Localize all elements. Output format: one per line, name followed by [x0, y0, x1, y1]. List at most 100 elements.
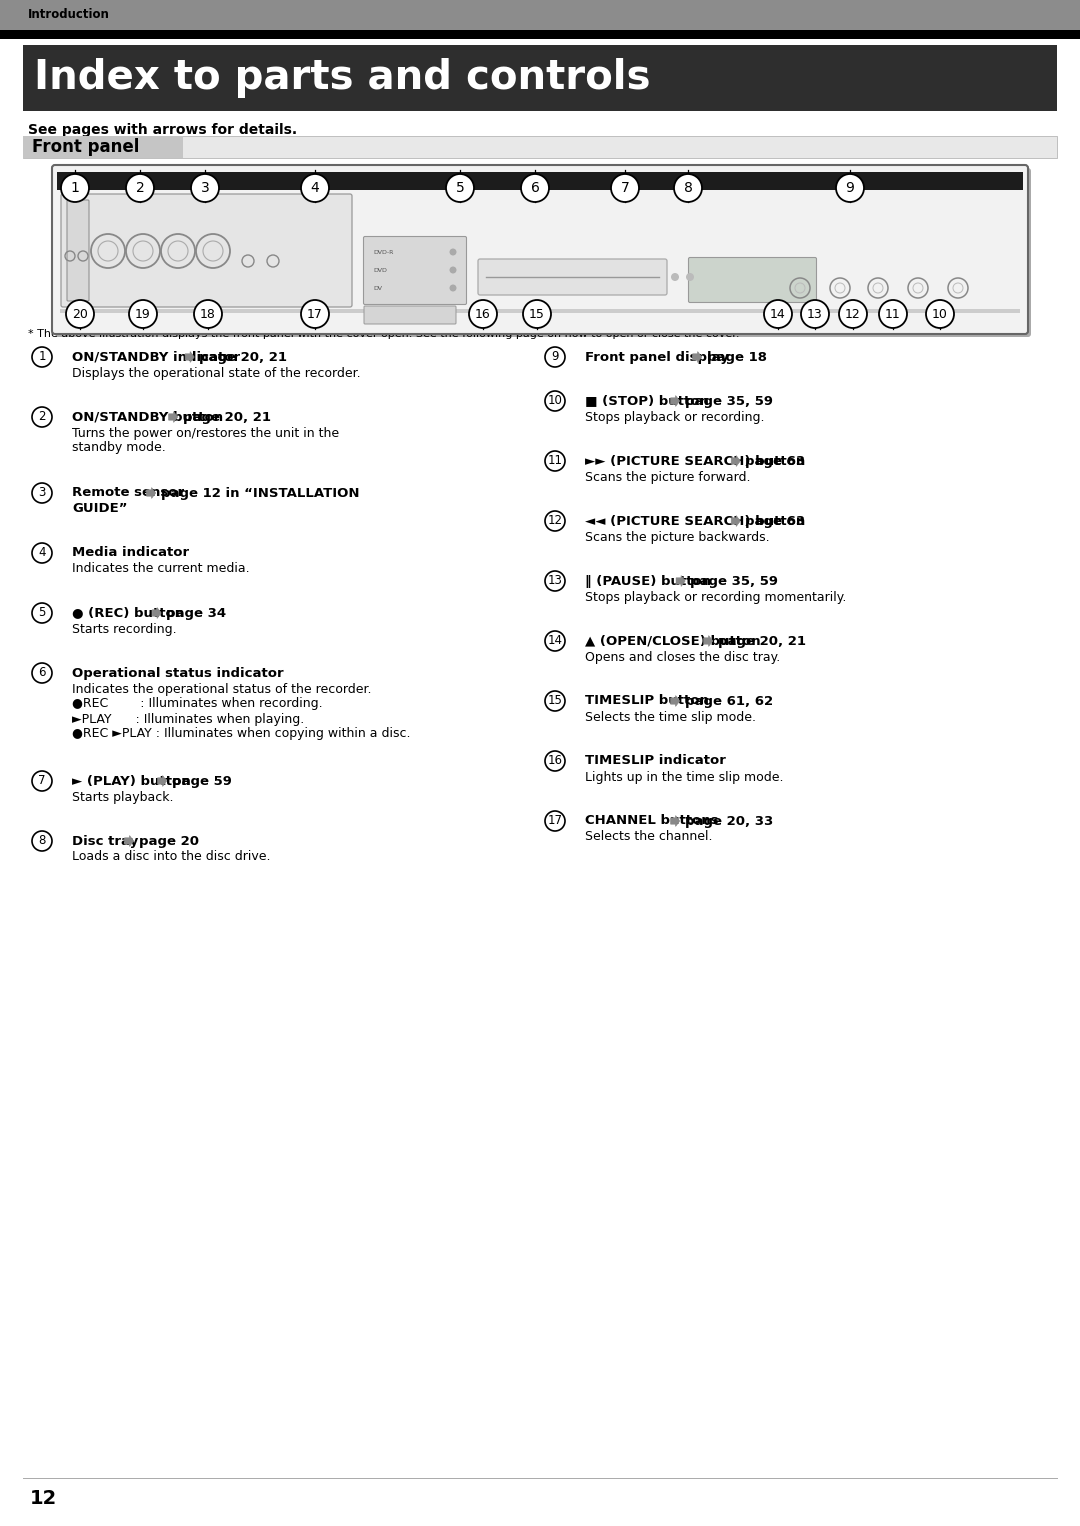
Text: page 20, 21: page 20, 21: [199, 351, 287, 363]
Text: page 12 in “INSTALLATION: page 12 in “INSTALLATION: [161, 487, 360, 499]
Text: Indicates the current media.: Indicates the current media.: [72, 563, 249, 575]
Text: Media indicator: Media indicator: [72, 546, 189, 560]
Circle shape: [191, 174, 219, 201]
Text: 6: 6: [38, 667, 45, 679]
Text: page 18: page 18: [706, 351, 767, 363]
Circle shape: [32, 832, 52, 852]
Text: Remote sensor: Remote sensor: [72, 487, 184, 499]
Polygon shape: [168, 412, 178, 423]
Text: page 34: page 34: [166, 606, 227, 620]
Text: 12: 12: [548, 514, 563, 528]
Text: ON/STANDBY indicator: ON/STANDBY indicator: [72, 351, 240, 363]
Text: 11: 11: [886, 308, 901, 320]
Circle shape: [194, 301, 222, 328]
Text: Indicates the operational status of the recorder.: Indicates the operational status of the …: [72, 682, 372, 696]
FancyBboxPatch shape: [364, 307, 456, 324]
Text: page 20, 33: page 20, 33: [685, 815, 773, 827]
Text: Stops playback or recording.: Stops playback or recording.: [585, 410, 765, 424]
Circle shape: [446, 174, 474, 201]
FancyBboxPatch shape: [364, 237, 467, 305]
Text: ►► (PICTURE SEARCH) button: ►► (PICTURE SEARCH) button: [585, 455, 806, 467]
Text: 18: 18: [200, 308, 216, 320]
Text: DVD-R: DVD-R: [373, 249, 393, 255]
Polygon shape: [158, 775, 166, 786]
Text: Scans the picture forward.: Scans the picture forward.: [585, 470, 751, 484]
Text: 4: 4: [38, 546, 45, 560]
Polygon shape: [671, 696, 679, 707]
Polygon shape: [704, 636, 713, 647]
Text: Stops playback or recording momentarily.: Stops playback or recording momentarily.: [585, 591, 847, 603]
Text: ●REC        : Illuminates when recording.: ●REC : Illuminates when recording.: [72, 697, 323, 711]
Text: page 63: page 63: [745, 514, 806, 528]
Text: page 20: page 20: [138, 835, 199, 847]
Circle shape: [611, 174, 639, 201]
Circle shape: [545, 571, 565, 591]
Circle shape: [545, 511, 565, 531]
Circle shape: [32, 407, 52, 427]
Polygon shape: [692, 351, 702, 362]
Text: 1: 1: [70, 182, 80, 195]
Polygon shape: [671, 395, 679, 406]
Polygon shape: [731, 516, 740, 526]
Text: 16: 16: [548, 754, 563, 768]
Text: DV: DV: [373, 285, 382, 290]
Text: ‖ (PAUSE) button: ‖ (PAUSE) button: [585, 574, 711, 588]
Circle shape: [545, 691, 565, 711]
Text: 7: 7: [621, 182, 630, 195]
Text: 5: 5: [38, 606, 45, 620]
Text: Front panel display: Front panel display: [585, 351, 729, 363]
Text: 20: 20: [72, 308, 87, 320]
Text: Displays the operational state of the recorder.: Displays the operational state of the re…: [72, 366, 361, 380]
FancyBboxPatch shape: [52, 165, 1028, 334]
Text: page 35, 59: page 35, 59: [690, 574, 779, 588]
Text: 2: 2: [136, 182, 145, 195]
FancyBboxPatch shape: [23, 136, 183, 159]
Text: Lights up in the time slip mode.: Lights up in the time slip mode.: [585, 771, 783, 783]
Text: 17: 17: [548, 815, 563, 827]
Text: 2: 2: [38, 410, 45, 424]
FancyBboxPatch shape: [689, 258, 816, 302]
Text: 7: 7: [38, 775, 45, 787]
Text: page 61, 62: page 61, 62: [685, 694, 773, 708]
Circle shape: [545, 751, 565, 771]
Circle shape: [764, 301, 792, 328]
Circle shape: [469, 301, 497, 328]
Text: 5: 5: [456, 182, 464, 195]
Text: Scans the picture backwards.: Scans the picture backwards.: [585, 531, 770, 543]
Text: 11: 11: [548, 455, 563, 467]
Text: Opens and closes the disc tray.: Opens and closes the disc tray.: [585, 650, 780, 664]
Text: ON/STANDBY button: ON/STANDBY button: [72, 410, 224, 424]
Text: standby mode.: standby mode.: [72, 441, 165, 455]
Circle shape: [836, 174, 864, 201]
Circle shape: [879, 301, 907, 328]
Circle shape: [671, 273, 679, 281]
Text: 14: 14: [770, 308, 786, 320]
Text: Starts playback.: Starts playback.: [72, 790, 174, 804]
FancyBboxPatch shape: [67, 200, 89, 301]
Circle shape: [449, 267, 457, 273]
Text: Selects the channel.: Selects the channel.: [585, 830, 713, 844]
Text: ► (PLAY) button: ► (PLAY) button: [72, 775, 191, 787]
Polygon shape: [152, 607, 161, 618]
Polygon shape: [676, 575, 685, 586]
Text: page 35, 59: page 35, 59: [685, 395, 772, 407]
Polygon shape: [185, 351, 194, 362]
Circle shape: [126, 174, 154, 201]
Text: 3: 3: [201, 182, 210, 195]
Text: TIMESLIP indicator: TIMESLIP indicator: [585, 754, 726, 768]
Circle shape: [129, 301, 157, 328]
Circle shape: [32, 662, 52, 684]
Text: page 59: page 59: [172, 775, 231, 787]
Text: 9: 9: [846, 182, 854, 195]
Text: ►PLAY      : Illuminates when playing.: ►PLAY : Illuminates when playing.: [72, 713, 305, 725]
Circle shape: [32, 484, 52, 504]
Text: 3: 3: [38, 487, 45, 499]
Circle shape: [545, 391, 565, 410]
Circle shape: [686, 273, 694, 281]
Text: Disc tray: Disc tray: [72, 835, 138, 847]
Text: page 63: page 63: [745, 455, 806, 467]
Circle shape: [545, 452, 565, 472]
Text: Loads a disc into the disc drive.: Loads a disc into the disc drive.: [72, 850, 270, 864]
Circle shape: [523, 301, 551, 328]
Circle shape: [449, 284, 457, 291]
